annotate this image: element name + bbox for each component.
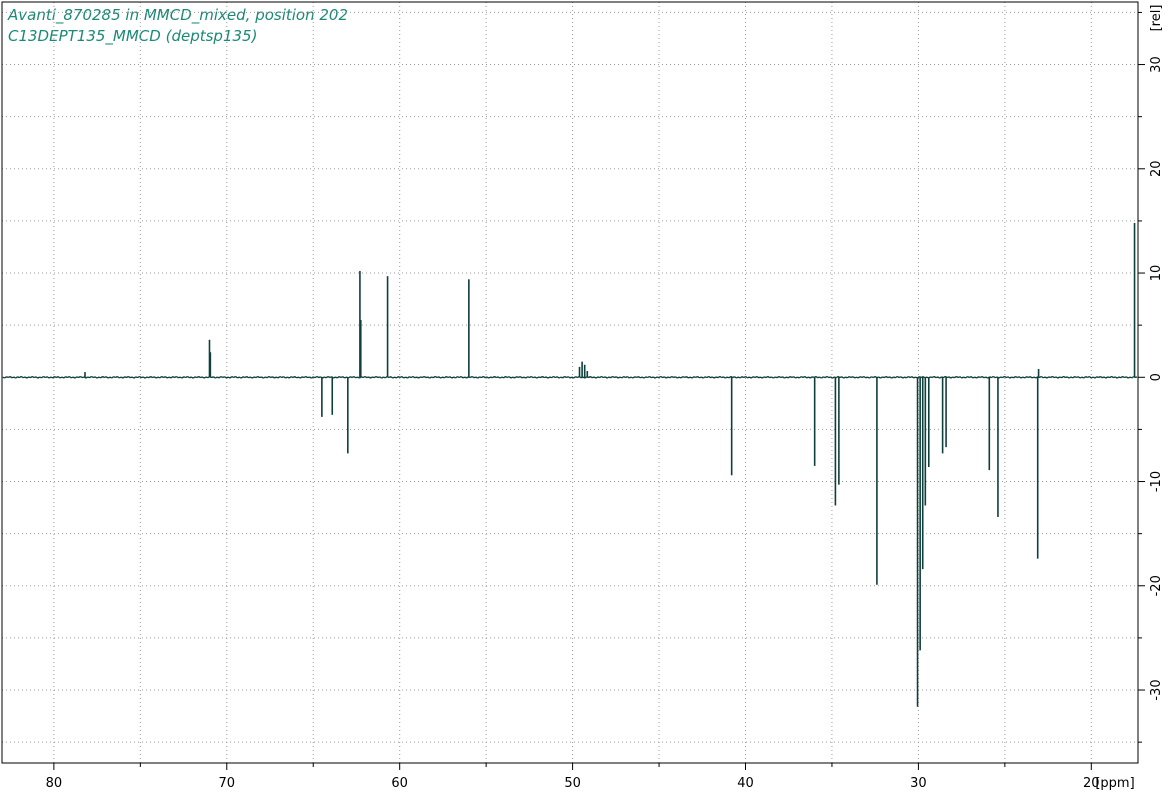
x-axis-label: [ppm] xyxy=(1095,776,1134,791)
y-tick-label-text: -20 xyxy=(1149,575,1164,596)
x-tick-label: 30 xyxy=(910,776,927,791)
y-tick-label: -30 xyxy=(1149,679,1164,700)
x-tick-label: 60 xyxy=(391,776,408,791)
x-tick-label: 20 xyxy=(1083,776,1100,791)
spectrum-title-line-1: Avanti_870285 in MMCD_mixed, position 20… xyxy=(8,6,349,24)
spectrum-title-line-2: C13DEPT135_MMCD (deptsp135) xyxy=(8,27,258,45)
y-tick-label-text: -30 xyxy=(1149,679,1164,700)
y-axis-label-text: [rel] xyxy=(1149,5,1164,32)
y-tick-label-text: 0 xyxy=(1149,373,1164,381)
spectrum-baseline xyxy=(2,375,1138,379)
y-axis-label: [rel] xyxy=(1149,5,1164,32)
y-tick-label-text: 30 xyxy=(1149,56,1164,73)
y-tick-label: 10 xyxy=(1149,265,1164,282)
x-tick-label: 50 xyxy=(564,776,581,791)
x-tick-label: 80 xyxy=(46,776,63,791)
y-tick-label: 20 xyxy=(1149,161,1164,178)
x-tick-label: 40 xyxy=(737,776,754,791)
y-tick-label-text: 10 xyxy=(1149,265,1164,282)
y-tick-label: -20 xyxy=(1149,575,1164,596)
x-tick-label: 70 xyxy=(219,776,236,791)
y-tick-label: 0 xyxy=(1149,373,1164,381)
plot-frame xyxy=(1,1,1139,764)
y-tick-label-text: 20 xyxy=(1149,161,1164,178)
y-tick-label: -10 xyxy=(1149,471,1164,492)
y-tick-label: 30 xyxy=(1149,56,1164,73)
y-tick-label-text: -10 xyxy=(1149,471,1164,492)
